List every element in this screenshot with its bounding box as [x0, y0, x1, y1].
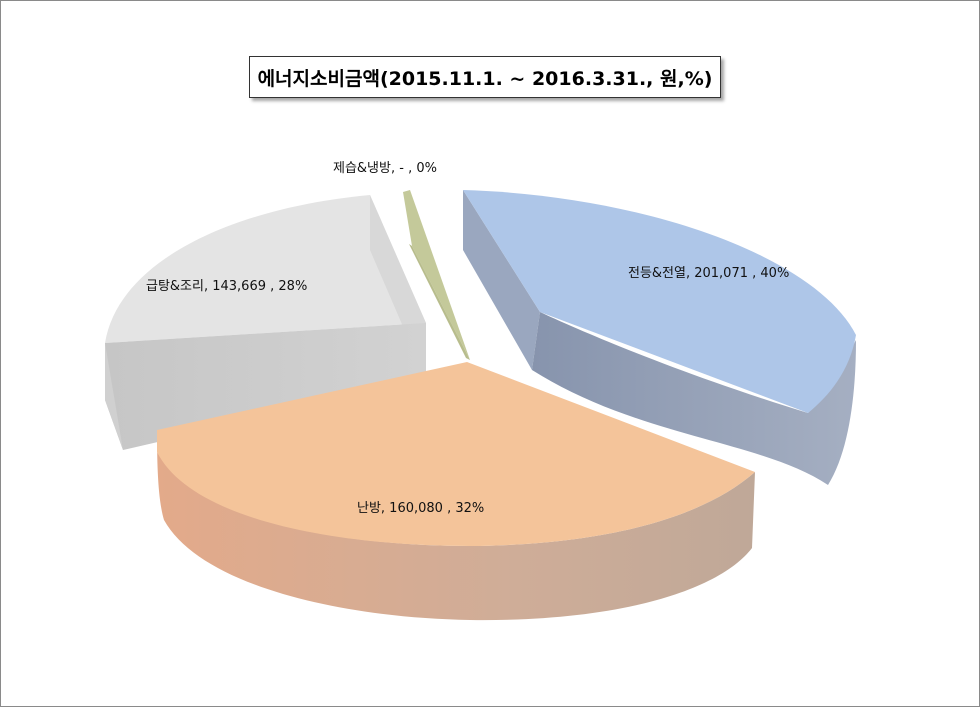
- label-전등전열: 전등&전열, 201,071 , 40%: [628, 266, 789, 281]
- chart-title-box: 에너지소비금액(2015.11.1. ~ 2016.3.31., 원,%): [249, 56, 721, 98]
- label-제습냉방: 제습&냉방, - , 0%: [333, 161, 437, 176]
- label-급탕조리: 급탕&조리, 143,669 , 28%: [146, 279, 307, 294]
- slice-난방: [157, 362, 755, 621]
- label-난방: 난방, 160,080 , 32%: [357, 501, 484, 516]
- chart-title: 에너지소비금액(2015.11.1. ~ 2016.3.31., 원,%): [257, 67, 713, 90]
- slice-전등전열: [463, 190, 856, 485]
- slice-급탕조리: [105, 195, 426, 450]
- slice-제습냉방: [403, 190, 470, 360]
